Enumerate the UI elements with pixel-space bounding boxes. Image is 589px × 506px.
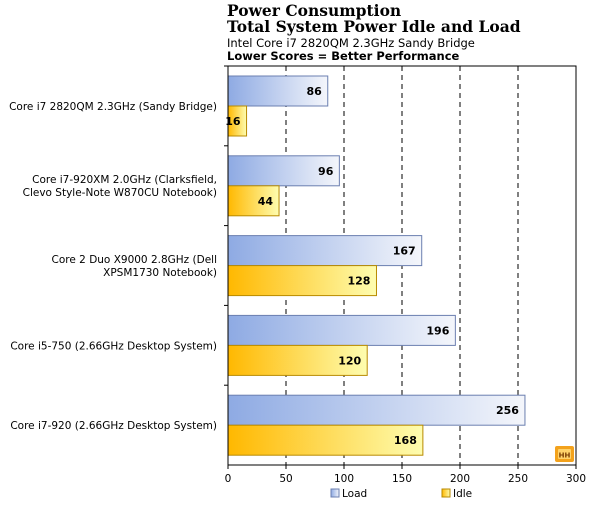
site-logo: HH xyxy=(555,446,574,462)
legend-swatch-idle xyxy=(441,488,451,498)
category-label-2: Core 2 Duo X9000 2.8GHz (Dell XPSM1730 No… xyxy=(52,254,217,279)
bar-load-2 xyxy=(227,235,423,267)
svg-text:HH: HH xyxy=(559,452,571,460)
legend-label-idle: Idle xyxy=(453,488,472,500)
data-label-load-2: 167 xyxy=(393,245,416,258)
category-label-0: Core i7 2820QM 2.3GHz (Sandy Bridge) xyxy=(9,101,217,113)
chart-subtitle: Total System Power Idle and Load xyxy=(227,17,521,36)
chart-title: Power Consumption xyxy=(227,1,401,20)
bar-load-3 xyxy=(227,314,456,346)
category-label-line: Clevo Style-Note W870CU Notebook) xyxy=(23,187,217,199)
legend: Load Idle xyxy=(330,488,472,500)
chart-note: Lower Scores = Better Performance xyxy=(227,49,460,63)
bar-idle-4 xyxy=(227,424,424,456)
category-label-line: Core i7 2820QM 2.3GHz (Sandy Bridge) xyxy=(9,101,217,113)
bar-idle-1 xyxy=(227,185,280,217)
x-tick-label-50: 50 xyxy=(279,473,292,485)
category-label-line: Core i5-750 (2.66GHz Desktop System) xyxy=(10,340,217,352)
bar-load-4 xyxy=(227,394,526,426)
category-label-line: XPSM1730 Notebook) xyxy=(103,267,217,279)
category-label-line: Core 2 Duo X9000 2.8GHz (Dell xyxy=(52,254,217,266)
x-tick-label-150: 150 xyxy=(392,473,412,485)
x-tick-label-200: 200 xyxy=(450,473,470,485)
data-label-load-0: 86 xyxy=(306,85,322,98)
data-label-load-4: 256 xyxy=(496,404,519,417)
chart-subtitle-cpu: Intel Core i7 2820QM 2.3GHz Sandy Bridge xyxy=(227,36,475,50)
legend-swatch-load xyxy=(330,488,340,498)
legend-label-load: Load xyxy=(342,488,367,500)
axes: 0 50 100 150 200 250 300 Core i7 2820QM 2.3GHz … xyxy=(9,65,586,485)
x-tick-label-100: 100 xyxy=(334,473,354,485)
x-tick-label-300: 300 xyxy=(566,473,586,485)
category-label-3: Core i5-750 (2.66GHz Desktop System) xyxy=(10,340,217,352)
data-label-idle-4: 168 xyxy=(394,434,417,447)
x-tick-label-0: 0 xyxy=(225,473,232,485)
data-label-load-1: 96 xyxy=(318,165,334,178)
x-tick-label-250: 250 xyxy=(508,473,528,485)
category-label-line: Core i7-920 (2.66GHz Desktop System) xyxy=(10,420,217,432)
data-label-idle-2: 128 xyxy=(348,275,371,288)
data-label-idle-0: 16 xyxy=(225,115,241,128)
bar-idle-3 xyxy=(227,344,368,376)
category-label-line: Core i7-920XM 2.0GHz (Clarksfield, xyxy=(32,174,217,186)
data-label-idle-3: 120 xyxy=(338,354,361,367)
category-label-4: Core i7-920 (2.66GHz Desktop System) xyxy=(10,420,217,432)
data-label-load-3: 196 xyxy=(426,324,449,337)
data-label-idle-1: 44 xyxy=(258,195,274,208)
category-label-1: Core i7-920XM 2.0GHz (Clarksfield, Clevo … xyxy=(23,174,217,199)
